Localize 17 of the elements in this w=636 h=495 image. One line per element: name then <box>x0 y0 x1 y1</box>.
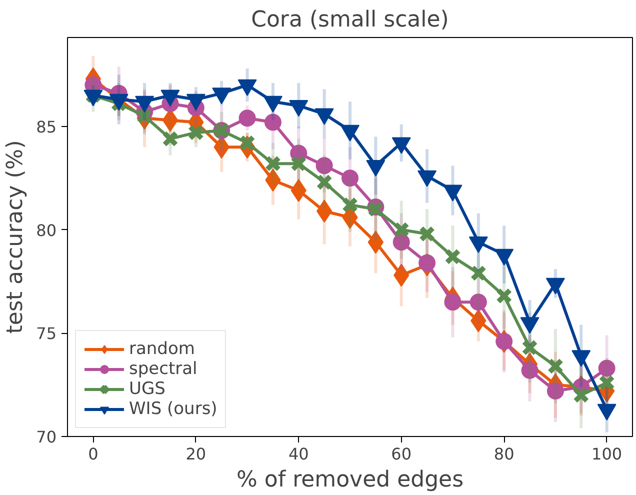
x-tick-label: 80 <box>494 444 514 464</box>
x-tick-label: 20 <box>186 444 206 464</box>
y-tick-label: 75 <box>36 324 56 344</box>
chart-title: Cora (small scale) <box>251 8 449 32</box>
x-tick-label: 40 <box>288 444 309 464</box>
y-axis-title: test accuracy (%) <box>3 140 28 334</box>
x-axis-title: % of removed edges <box>236 468 464 492</box>
y-tick-label: 80 <box>36 220 56 240</box>
x-tick-label: 0 <box>88 444 98 464</box>
legend-label: spectral <box>129 359 198 379</box>
legend-label: UGS <box>129 379 166 399</box>
y-tick-label: 70 <box>36 428 56 446</box>
y-tick-label: 85 <box>36 117 56 136</box>
x-tick-label: 100 <box>592 444 622 464</box>
legend-label: WIS (ours) <box>129 399 218 419</box>
legend-label: random <box>129 339 195 359</box>
x-tick-label: 60 <box>391 444 412 464</box>
